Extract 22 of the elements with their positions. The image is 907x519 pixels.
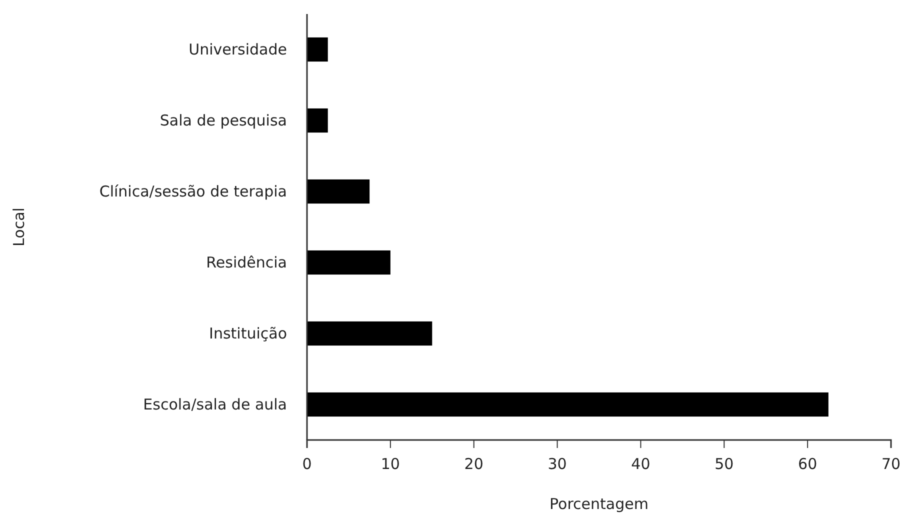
y-tick-label: Sala de pesquisa: [160, 111, 287, 130]
y-tick-label: Instituição: [209, 324, 287, 342]
y-tick-label: Clínica/sessão de terapia: [99, 182, 287, 200]
bar: [307, 392, 828, 417]
y-tick-label: Residência: [206, 253, 287, 272]
bar: [307, 321, 432, 346]
x-tick-label: 0: [302, 455, 312, 473]
bar: [307, 108, 328, 133]
x-tick-label: 60: [798, 455, 818, 473]
y-axis-title: Local: [10, 208, 28, 246]
bar: [307, 179, 370, 204]
x-tick-label: 70: [881, 455, 901, 473]
x-tick-label: 20: [464, 455, 484, 473]
bar: [307, 250, 390, 275]
y-tick-label: Universidade: [188, 40, 287, 58]
x-tick-label: 30: [548, 455, 567, 473]
y-tick-label: Escola/sala de aula: [143, 395, 287, 414]
bar: [307, 37, 328, 62]
x-tick-label: 40: [631, 455, 650, 473]
x-tick-label: 10: [380, 455, 400, 473]
x-axis-title: Porcentagem: [550, 495, 648, 513]
x-tick-label: 50: [714, 455, 734, 473]
